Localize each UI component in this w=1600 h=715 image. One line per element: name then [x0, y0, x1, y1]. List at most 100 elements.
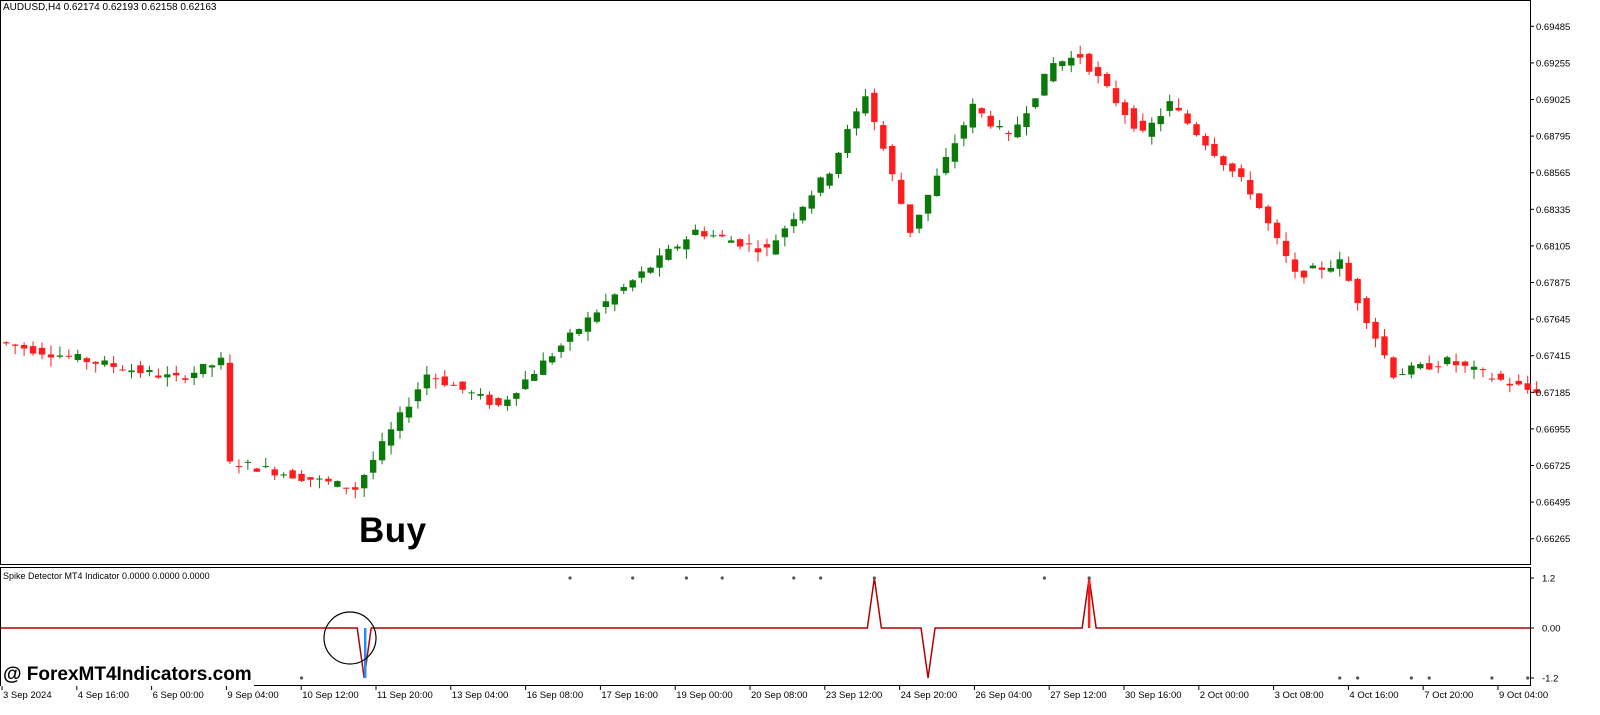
indicator-dot: [684, 576, 689, 580]
candle: [540, 352, 547, 376]
candle: [119, 365, 126, 372]
time-tick-label: 10 Sep 12:00: [302, 690, 359, 701]
candle-body: [915, 214, 923, 229]
time-tick-label: 19 Sep 00:00: [676, 690, 733, 701]
candle-body: [1077, 54, 1084, 58]
indicator-dot: [1490, 676, 1494, 680]
candle: [1461, 360, 1469, 373]
candle-body: [647, 267, 654, 273]
candle: [334, 480, 341, 488]
candle: [1211, 137, 1218, 158]
candle: [1166, 94, 1173, 117]
candle: [101, 355, 108, 368]
candle-body: [575, 329, 583, 334]
candle: [1220, 155, 1227, 171]
candle-body: [298, 473, 305, 481]
indicator-dot: [1526, 676, 1530, 680]
candle: [987, 110, 994, 129]
candle-body: [459, 381, 466, 390]
candle-body: [942, 157, 950, 174]
time-tick-label: 13 Sep 04:00: [452, 690, 509, 701]
candle: [47, 345, 55, 367]
candle-body: [155, 375, 162, 378]
candle-body: [1130, 108, 1138, 129]
candle: [996, 120, 1003, 130]
candle-body: [933, 175, 941, 196]
candle-body: [1148, 122, 1155, 137]
candle: [468, 390, 475, 400]
candle-body: [369, 459, 377, 473]
candle: [1417, 361, 1424, 370]
candle-body: [790, 219, 797, 227]
candle: [1193, 121, 1200, 137]
candle: [1336, 251, 1343, 277]
main-price-pane[interactable]: [0, 0, 1540, 565]
candle: [1452, 353, 1460, 373]
candle: [665, 244, 672, 261]
candle-body: [1229, 163, 1236, 172]
candle-body: [1417, 364, 1424, 369]
buy-annotation: Buy: [359, 511, 427, 550]
indicator-dot: [1409, 676, 1413, 680]
candle: [164, 366, 171, 387]
candle-body: [817, 177, 824, 193]
candle: [128, 363, 135, 379]
indicator-tick-label: -1.2: [1542, 674, 1558, 685]
candle: [933, 168, 941, 197]
candle-body: [1121, 102, 1129, 115]
candle-body: [1166, 101, 1173, 111]
candle-body: [620, 287, 627, 291]
watermark-text: @ ForexMT4Indicators.com: [1, 664, 254, 686]
candle: [593, 309, 601, 324]
candle: [1282, 232, 1290, 263]
candle: [1515, 374, 1522, 386]
candle: [898, 172, 905, 205]
candle: [1023, 106, 1030, 136]
candle: [1354, 277, 1361, 311]
candle-body: [638, 271, 645, 278]
candle-body: [1479, 369, 1487, 371]
price-tick-label: 0.67185: [1536, 388, 1570, 399]
candle: [1479, 367, 1487, 378]
indicator-pane[interactable]: [0, 567, 1531, 686]
candle-body: [853, 111, 860, 129]
candle-body: [763, 244, 771, 248]
candles-layer: [3, 45, 1540, 499]
candle-body: [1112, 88, 1120, 104]
candle-body: [343, 487, 350, 489]
candle-body: [1068, 57, 1075, 66]
candle: [1506, 377, 1513, 393]
candle-body: [495, 398, 502, 406]
candle-body: [289, 470, 296, 479]
candle-body: [692, 229, 699, 235]
candle-body: [513, 393, 520, 399]
candle-body: [405, 406, 413, 418]
candle-body: [280, 474, 287, 476]
candle: [1264, 204, 1272, 231]
candle: [405, 397, 413, 423]
candle-body: [1220, 156, 1227, 166]
candle-body: [1435, 366, 1442, 368]
candle: [853, 107, 860, 136]
candle: [611, 293, 618, 312]
candle-body: [361, 475, 368, 489]
time-tick-label: 16 Sep 08:00: [527, 690, 584, 701]
candle: [1318, 261, 1326, 279]
candle: [763, 238, 771, 257]
candle-body: [719, 234, 726, 237]
candle-body: [683, 239, 690, 250]
indicator-axis: 1.2 0.00 -1.2: [1530, 574, 1561, 685]
indicator-dot: [1356, 676, 1360, 680]
candle-body: [656, 255, 663, 268]
candle-body: [1515, 380, 1522, 385]
candle: [74, 349, 81, 363]
candle-body: [1264, 206, 1272, 224]
candle-body: [316, 478, 323, 480]
candle-body: [1273, 222, 1281, 239]
price-tick-label: 0.66955: [1536, 424, 1570, 435]
price-pane-frame: [0, 0, 1531, 565]
candle: [638, 266, 645, 283]
candle: [548, 352, 556, 365]
candle: [1309, 263, 1317, 269]
